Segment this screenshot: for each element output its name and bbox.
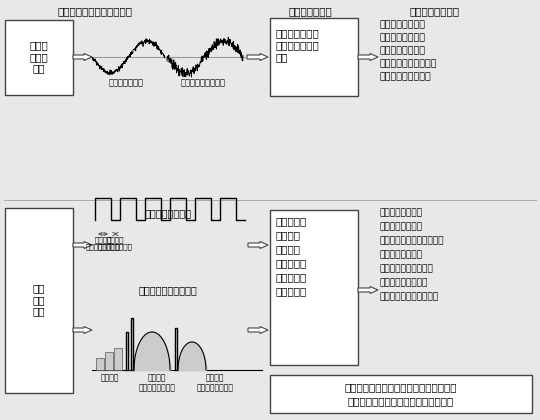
Text: 高調波・高調波: 高調波・高調波 — [275, 28, 319, 38]
Text: 休止時間
（クールタイム）: 休止時間 （クールタイム） — [98, 236, 133, 250]
Text: に起因するトラ: に起因するトラ — [275, 40, 319, 50]
Text: 巻上始動
（コンテナなし）: 巻上始動 （コンテナなし） — [197, 373, 233, 392]
Text: ・フリッカ: ・フリッカ — [275, 272, 306, 282]
Text: に関するトラブル事例が多い: に関するトラブル事例が多い — [348, 396, 454, 406]
Text: 場合の検討も必要: 場合の検討も必要 — [380, 72, 432, 81]
Bar — [270, 210, 358, 365]
Bar — [96, 358, 104, 370]
Polygon shape — [73, 53, 92, 60]
Bar — [105, 352, 113, 370]
Bar — [5, 208, 73, 393]
Text: インバータとモータ: インバータとモータ — [180, 78, 226, 87]
Text: ・回路条件が変わった: ・回路条件が変わった — [380, 59, 437, 68]
Text: ・インバータ機器: ・インバータ機器 — [380, 208, 423, 217]
Polygon shape — [247, 53, 268, 60]
Text: 通電時間
（ヒートタイム）: 通電時間 （ヒートタイム） — [85, 236, 120, 250]
Polygon shape — [358, 286, 378, 294]
Text: その他：既設とインバータ機器との協調: その他：既設とインバータ機器との協調 — [345, 382, 457, 392]
Text: （単独時などを含む）: （単独時などを含む） — [380, 292, 439, 301]
Text: 巻上始動
（コンテナあり）: 巻上始動 （コンテナあり） — [138, 373, 176, 392]
Text: 電力変動に: 電力変動に — [275, 216, 306, 226]
Text: トラブル: トラブル — [275, 244, 300, 254]
Text: （インバータ機器の特徴）: （インバータ機器の特徴） — [57, 6, 132, 16]
Text: ・回路条件が変わった: ・回路条件が変わった — [380, 264, 434, 273]
Polygon shape — [73, 326, 92, 333]
Text: 起因する: 起因する — [275, 230, 300, 240]
Text: 電力
変動
の例: 電力 変動 の例 — [33, 284, 45, 317]
Polygon shape — [248, 326, 268, 333]
Text: 場合の検討が必要: 場合の検討が必要 — [380, 278, 428, 287]
Polygon shape — [358, 53, 378, 60]
Polygon shape — [73, 241, 92, 249]
Text: 巻下始動: 巻下始動 — [101, 373, 119, 382]
Polygon shape — [248, 241, 268, 249]
Text: ・電圧変動: ・電圧変動 — [275, 258, 306, 268]
Text: そのものの検討: そのものの検討 — [380, 33, 426, 42]
Text: ・瞬低など: ・瞬低など — [275, 286, 306, 296]
Text: 高調波
高周波
の例: 高調波 高周波 の例 — [30, 40, 49, 74]
Bar — [5, 20, 73, 95]
Text: ・インバータ機器: ・インバータ機器 — [380, 20, 426, 29]
Text: ブル: ブル — [275, 52, 287, 62]
Text: そのものの検討: そのものの検討 — [380, 222, 423, 231]
Bar — [270, 375, 532, 413]
Text: インバータだけ: インバータだけ — [109, 78, 144, 87]
Text: （対策検討事項）: （対策検討事項） — [410, 6, 460, 16]
Text: ・近傍系統の検討: ・近傍系統の検討 — [380, 250, 423, 259]
Text: シーム溶接機の例: シーム溶接機の例 — [145, 208, 192, 218]
Text: （制御ハンチングなど）: （制御ハンチングなど） — [380, 236, 444, 245]
Text: （トラブル内）: （トラブル内） — [288, 6, 332, 16]
Text: ・近傍系統の検討: ・近傍系統の検討 — [380, 46, 426, 55]
Text: コンテナクレーンの例: コンテナクレーンの例 — [139, 285, 198, 295]
Bar — [270, 18, 358, 96]
Bar — [114, 348, 122, 370]
